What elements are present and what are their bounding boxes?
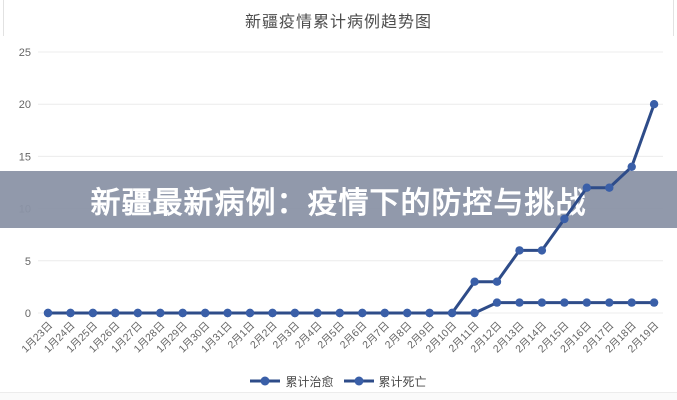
svg-text:20: 20 (19, 99, 31, 111)
legend-label-deaths: 累计死亡 (378, 374, 427, 389)
cured-line-marker-icon (250, 376, 281, 386)
right-edge-border (673, 0, 674, 36)
left-edge-border (3, 0, 4, 36)
bottom-divider (0, 392, 677, 393)
legend-item-cured: 累计治愈 (250, 373, 334, 390)
deaths-line-marker-icon (343, 376, 374, 386)
svg-text:15: 15 (19, 151, 31, 163)
chart-title: 新疆疫情累计病例趋势图 (244, 14, 432, 31)
svg-text:5: 5 (25, 256, 31, 268)
svg-text:25: 25 (19, 47, 31, 59)
legend-item-deaths: 累计死亡 (343, 373, 427, 390)
bottom-strip (0, 393, 677, 400)
headline-banner: 新疆最新病例：疫情下的防控与挑战 (0, 171, 677, 228)
legend-label-cured: 累计治愈 (285, 374, 334, 389)
svg-text:0: 0 (25, 308, 31, 320)
chart-legend: 累计治愈 累计死亡 (0, 371, 677, 391)
headline-text: 新疆最新病例：疫情下的防控与挑战 (90, 186, 587, 220)
